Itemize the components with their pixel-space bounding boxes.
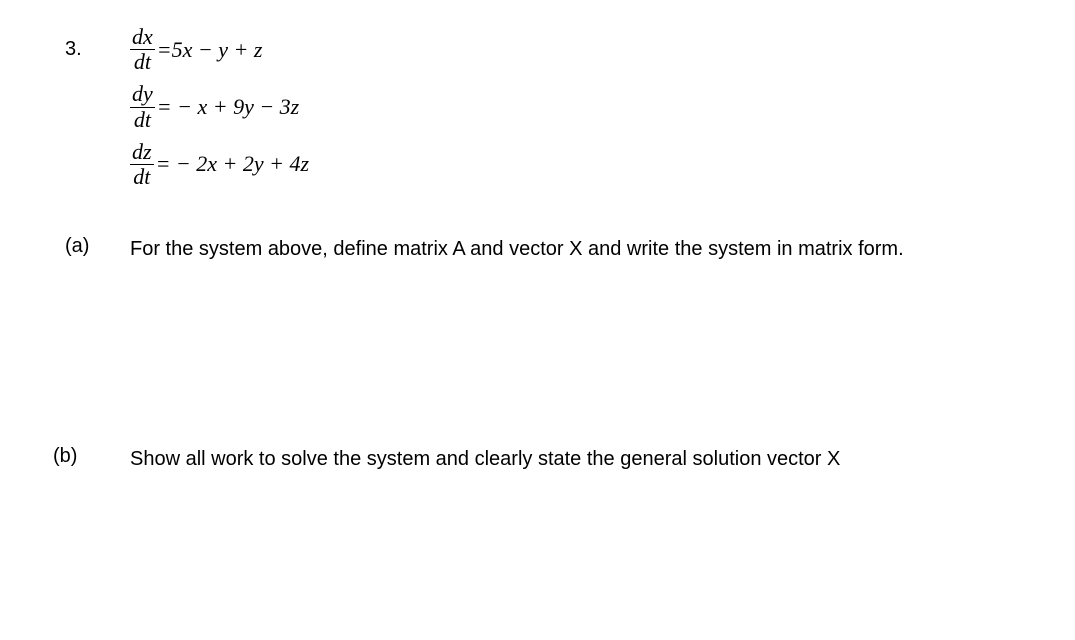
equation-block: dx dt =5x − y + z dy dt = − x + 9y − 3z … (130, 25, 309, 197)
denominator: dt (132, 50, 153, 74)
part-b-label: (b) (53, 445, 77, 468)
eq3-rhs: = − 2x + 2y + 4z (156, 151, 309, 177)
numerator: dx (130, 25, 155, 50)
denominator: dt (131, 165, 152, 189)
eq1-rhs: =5x − y + z (157, 37, 263, 63)
part-a-text: For the system above, define matrix A an… (130, 235, 930, 263)
eq2-rhs: = − x + 9y − 3z (157, 94, 299, 120)
part-a-label: (a) (65, 235, 89, 258)
fraction-dxdt: dx dt (130, 25, 155, 74)
denominator: dt (132, 108, 153, 132)
problem-number: 3. (65, 38, 82, 61)
fraction-dzdt: dz dt (130, 140, 154, 189)
fraction-dydt: dy dt (130, 82, 155, 131)
equation-1: dx dt =5x − y + z (130, 25, 309, 74)
numerator: dz (130, 140, 154, 165)
numerator: dy (130, 82, 155, 107)
equation-3: dz dt = − 2x + 2y + 4z (130, 140, 309, 189)
equation-2: dy dt = − x + 9y − 3z (130, 82, 309, 131)
part-b-text: Show all work to solve the system and cl… (130, 445, 990, 473)
